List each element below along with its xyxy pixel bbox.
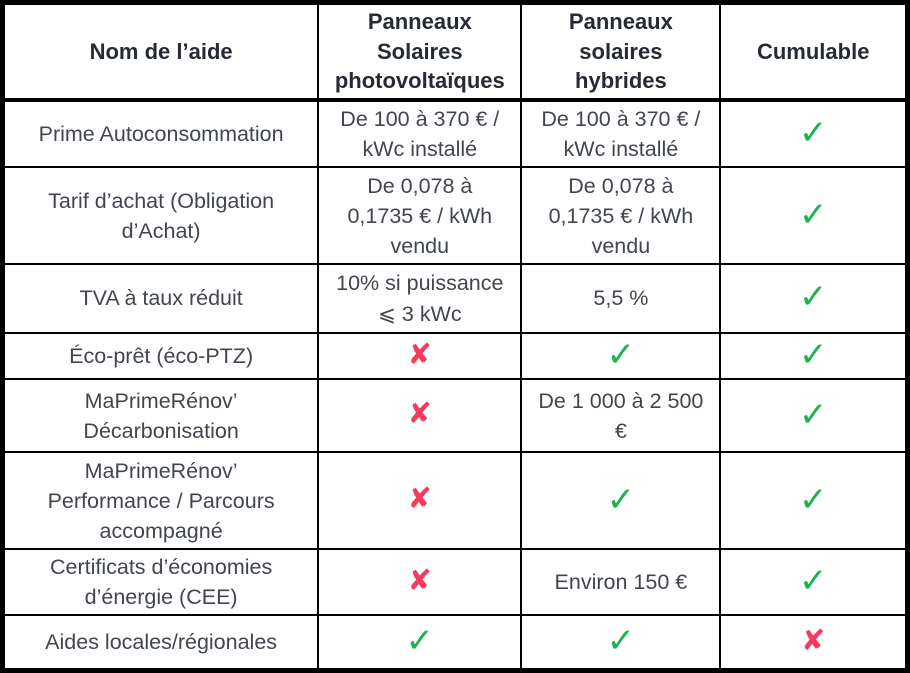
hybrid-value-cell: De 0,078 à 0,1735 € / kWh vendu (520, 166, 722, 265)
col-header-aid-name: Nom de l’aide (1, 1, 320, 103)
col-header-photovoltaic: Panneaux Solaires photovoltaïques (317, 1, 523, 103)
pv-value-cell: 10% si puissance ⩽ 3 kWc (317, 262, 523, 335)
pv-value-cell: De 100 à 370 € / kWc installé (317, 99, 523, 169)
hybrid-value-cell: De 100 à 370 € / kWc installé (520, 99, 722, 169)
table-row: Certificats d’économies d’énergie (CEE) … (1, 547, 909, 617)
cumulable-cell: ✓ (719, 166, 909, 265)
col-header-hybrid: Panneaux solaires hybrides (520, 1, 722, 103)
cumulable-cell: ✘ (719, 614, 909, 672)
check-icon: ✓ (798, 278, 828, 317)
check-icon: ✓ (606, 336, 636, 375)
pv-value-cell: De 0,078 à 0,1735 € / kWh vendu (317, 166, 523, 265)
hybrid-value-cell: ✓ (520, 332, 722, 381)
pv-value-cell: ✘ (317, 547, 523, 617)
cross-icon: ✘ (407, 564, 432, 597)
pv-value-cell: ✘ (317, 451, 523, 550)
table-row: Tarif d’achat (Obligation d’Achat) De 0,… (1, 166, 909, 265)
pv-value-cell: ✘ (317, 332, 523, 381)
table-row: TVA à taux réduit 10% si puissance ⩽ 3 k… (1, 262, 909, 335)
pv-value-cell: ✘ (317, 378, 523, 454)
check-icon: ✓ (405, 622, 435, 661)
check-icon: ✓ (798, 336, 828, 375)
hybrid-value-cell: ✓ (520, 451, 722, 550)
check-icon: ✓ (798, 480, 828, 519)
table-row: Aides locales/régionales ✓ ✓ ✘ (1, 614, 909, 672)
cross-icon: ✘ (407, 338, 432, 371)
aid-name-cell: Certificats d’économies d’énergie (CEE) (1, 547, 320, 617)
cumulable-cell: ✓ (719, 547, 909, 617)
check-icon: ✓ (606, 480, 636, 519)
table-row: Prime Autoconsommation De 100 à 370 € / … (1, 99, 909, 169)
aid-name-cell: TVA à taux réduit (1, 262, 320, 335)
table-row: Éco-prêt (éco-PTZ) ✘ ✓ ✓ (1, 332, 909, 381)
check-icon: ✓ (606, 622, 636, 661)
aid-name-cell: Tarif d’achat (Obligation d’Achat) (1, 166, 320, 265)
table-row: MaPrimeRénov’ Performance / Parcours acc… (1, 451, 909, 550)
aid-name-cell: MaPrimeRénov’ Performance / Parcours acc… (1, 451, 320, 550)
table-row: MaPrimeRénov’ Décarbonisation ✘ De 1 000… (1, 378, 909, 454)
header-row: Nom de l’aide Panneaux Solaires photovol… (1, 1, 909, 103)
cumulable-cell: ✓ (719, 262, 909, 335)
cumulable-cell: ✓ (719, 332, 909, 381)
aid-name-cell: Éco-prêt (éco-PTZ) (1, 332, 320, 381)
aid-name-cell: Prime Autoconsommation (1, 99, 320, 169)
aid-name-cell: Aides locales/régionales (1, 614, 320, 672)
cross-icon: ✘ (801, 624, 826, 657)
hybrid-value-cell: ✓ (520, 614, 722, 672)
cumulable-cell: ✓ (719, 99, 909, 169)
cross-icon: ✘ (407, 398, 432, 431)
check-icon: ✓ (798, 114, 828, 153)
check-icon: ✓ (798, 562, 828, 601)
cross-icon: ✘ (407, 483, 432, 516)
check-icon: ✓ (798, 195, 828, 234)
check-icon: ✓ (798, 395, 828, 434)
pv-value-cell: ✓ (317, 614, 523, 672)
aid-name-cell: MaPrimeRénov’ Décarbonisation (1, 378, 320, 454)
hybrid-value-cell: De 1 000 à 2 500 € (520, 378, 722, 454)
hybrid-value-cell: 5,5 % (520, 262, 722, 335)
col-header-cumulable: Cumulable (719, 1, 909, 103)
hybrid-value-cell: Environ 150 € (520, 547, 722, 617)
cumulable-cell: ✓ (719, 378, 909, 454)
cumulable-cell: ✓ (719, 451, 909, 550)
